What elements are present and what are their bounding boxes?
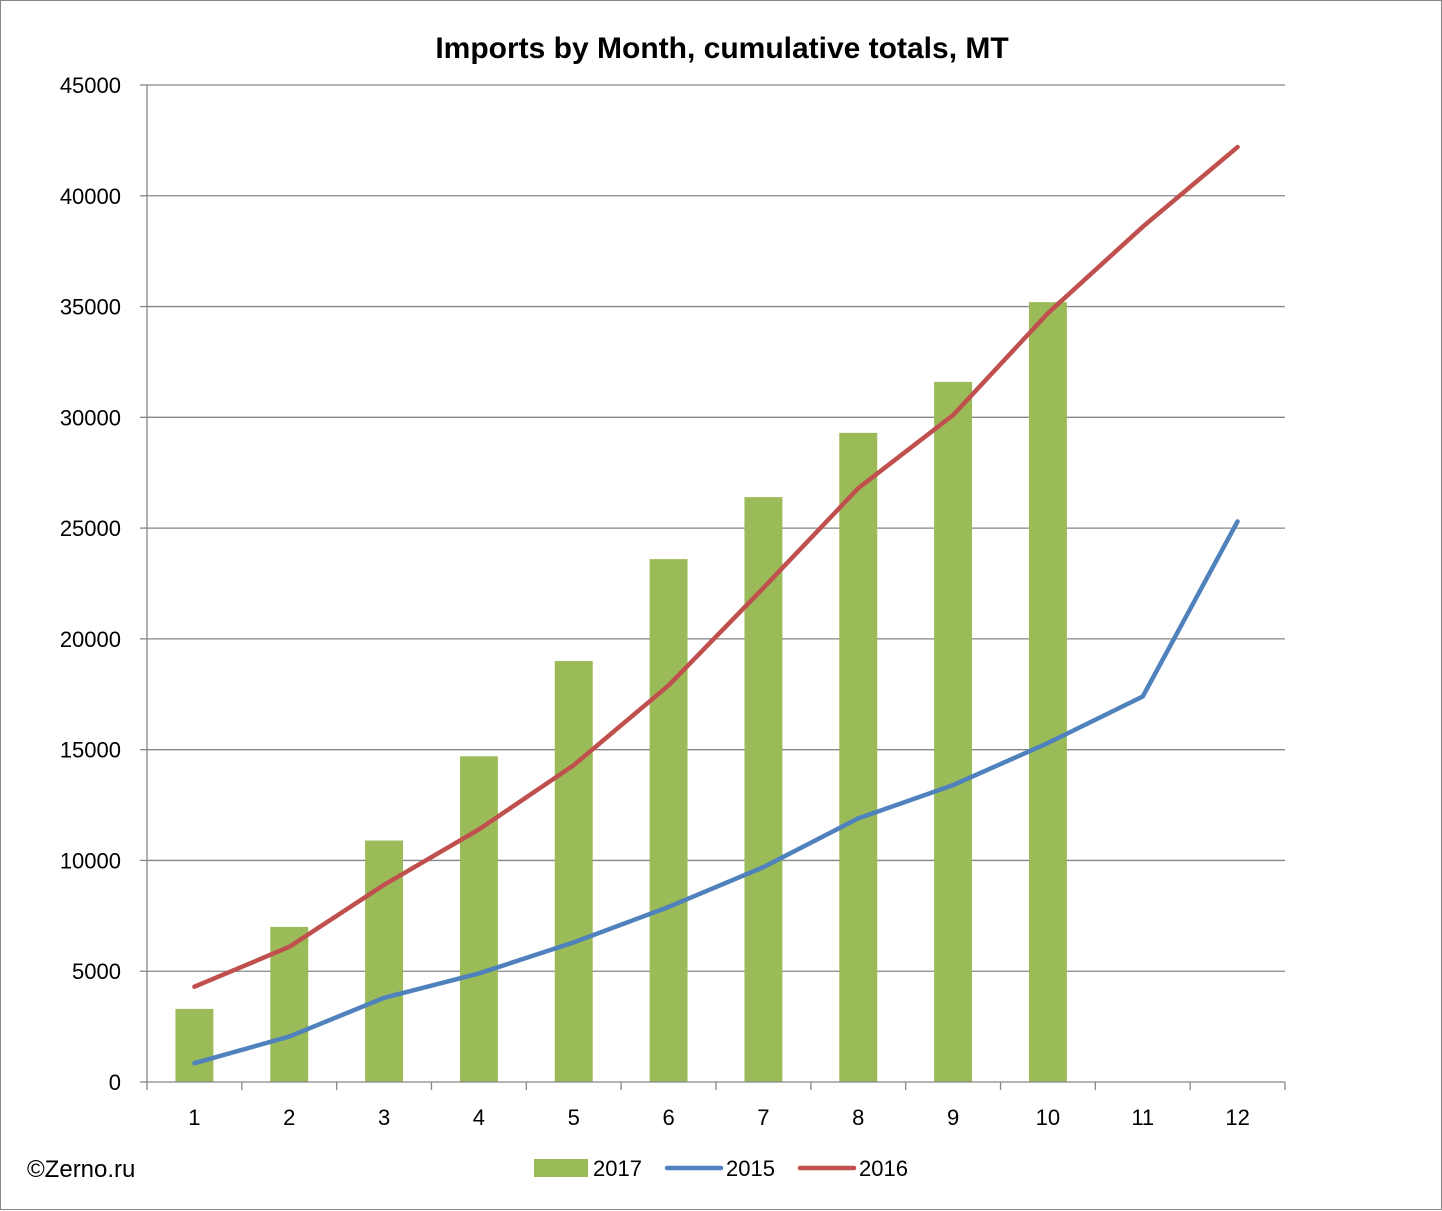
x-tick-label: 1 (188, 1105, 200, 1130)
x-tick-label: 5 (568, 1105, 580, 1130)
credit-text: ©Zerno.ru (27, 1156, 135, 1183)
bar-series-2017 (175, 302, 1066, 1082)
bar-2017-10 (1029, 302, 1067, 1082)
x-tick-label: 3 (378, 1105, 390, 1130)
line-2015 (194, 521, 1237, 1063)
x-tick-label: 4 (473, 1105, 485, 1130)
x-tick-label: 8 (852, 1105, 864, 1130)
x-tick-label: 9 (947, 1105, 959, 1130)
line-series (194, 147, 1237, 1063)
legend-label-2017: 2017 (593, 1156, 642, 1181)
x-tick-label: 10 (1036, 1105, 1060, 1130)
legend-label-2016: 2016 (859, 1156, 908, 1181)
bar-2017-6 (650, 559, 688, 1082)
x-tick-label: 2 (283, 1105, 295, 1130)
legend-swatch-2017 (534, 1159, 588, 1177)
y-tick-label: 45000 (60, 73, 121, 98)
y-tick-label: 40000 (60, 184, 121, 209)
legend-label-2015: 2015 (726, 1156, 775, 1181)
x-tick-label: 12 (1225, 1105, 1249, 1130)
y-tick-label: 5000 (72, 959, 121, 984)
x-tick-label: 11 (1131, 1105, 1154, 1130)
y-tick-label: 15000 (60, 738, 121, 763)
gridlines (147, 85, 1285, 971)
y-tick-label: 35000 (60, 295, 121, 320)
y-tick-label: 25000 (60, 516, 121, 541)
y-tick-label: 20000 (60, 627, 121, 652)
x-tick-label: 7 (757, 1105, 769, 1130)
bar-2017-8 (839, 433, 877, 1082)
bar-2017-5 (555, 661, 593, 1082)
x-tick-label: 6 (662, 1105, 674, 1130)
y-axis: 0 5000 10000 15000 20000 25000 30000 35000 40000… (60, 73, 147, 1095)
y-tick-label: 10000 (60, 848, 121, 873)
chart-title: Imports by Month, cumulative totals, MT (435, 32, 1008, 65)
y-tick-label: 0 (109, 1070, 121, 1095)
bar-2017-1 (175, 1009, 213, 1082)
y-tick-label: 30000 (60, 405, 121, 430)
legend: 2017 2015 2016 (534, 1156, 908, 1181)
bar-2017-9 (934, 382, 972, 1082)
bar-2017-4 (460, 756, 498, 1082)
